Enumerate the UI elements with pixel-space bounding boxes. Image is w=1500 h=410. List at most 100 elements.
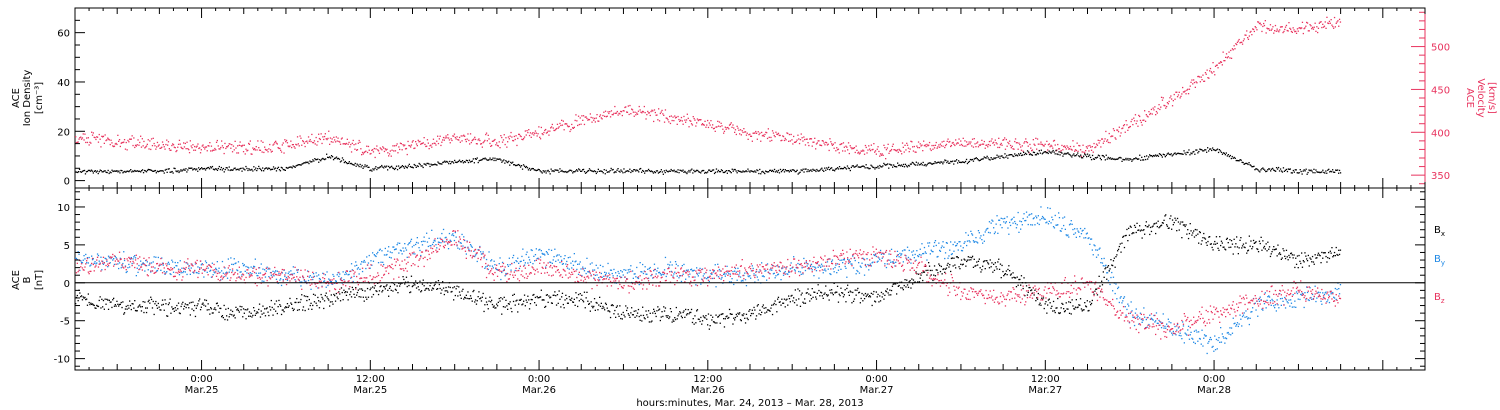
velocity-point xyxy=(1146,115,1148,117)
by-point xyxy=(283,269,285,271)
velocity-point xyxy=(816,142,818,144)
density-point xyxy=(243,168,245,170)
by-point xyxy=(890,261,892,263)
by-point xyxy=(1269,300,1272,302)
by-point xyxy=(390,257,392,259)
by-point xyxy=(889,259,891,261)
density-point xyxy=(375,166,377,168)
velocity-point xyxy=(1273,32,1275,34)
by-point xyxy=(499,257,501,259)
density-point xyxy=(129,170,131,172)
density-point xyxy=(283,169,285,171)
bx-point xyxy=(270,299,272,302)
density-point xyxy=(415,166,417,168)
density-point xyxy=(403,167,406,169)
velocity-point xyxy=(156,141,159,144)
by-point xyxy=(1220,327,1222,329)
velocity-point xyxy=(928,141,931,144)
by-point xyxy=(416,237,418,239)
by-point xyxy=(1208,340,1210,343)
by-point xyxy=(1103,257,1105,260)
by-point xyxy=(517,257,519,259)
density-point xyxy=(802,168,804,170)
density-point xyxy=(1232,157,1234,159)
by-point xyxy=(678,277,680,279)
velocity-point xyxy=(1298,27,1300,29)
by-point xyxy=(879,249,882,252)
by-point xyxy=(799,271,802,273)
density-point xyxy=(991,158,993,160)
by-point xyxy=(885,266,888,269)
by-point xyxy=(1044,218,1046,220)
density-point xyxy=(224,168,226,171)
density-point xyxy=(652,172,655,174)
bx-point xyxy=(281,309,283,311)
by-point xyxy=(1004,222,1007,224)
by-point xyxy=(1226,332,1228,334)
by-point xyxy=(940,247,942,249)
density-point xyxy=(583,171,586,173)
velocity-point xyxy=(119,145,121,148)
velocity-point xyxy=(491,144,493,147)
by-point xyxy=(187,263,189,265)
by-point xyxy=(594,274,596,276)
by-point xyxy=(847,258,849,260)
density-point xyxy=(1152,154,1155,157)
by-point xyxy=(1101,258,1103,260)
by-point xyxy=(330,281,332,283)
by-point xyxy=(169,273,171,275)
velocity-point xyxy=(499,147,501,149)
velocity-point xyxy=(899,149,901,152)
velocity-point xyxy=(236,152,238,154)
density-point xyxy=(236,168,238,171)
by-point xyxy=(857,270,859,273)
velocity-point xyxy=(375,148,377,150)
velocity-point xyxy=(135,145,137,147)
by-point xyxy=(428,237,430,239)
by-point xyxy=(627,269,629,271)
by-point xyxy=(1082,229,1084,231)
density-point xyxy=(386,165,388,167)
by-point xyxy=(1092,254,1094,256)
by-point xyxy=(762,275,764,277)
by-point xyxy=(798,263,801,266)
by-point xyxy=(1268,296,1271,298)
density-point xyxy=(1158,153,1161,155)
density-point xyxy=(857,166,859,168)
density-point xyxy=(1174,152,1176,154)
density-point xyxy=(615,171,617,173)
density-point xyxy=(1079,156,1081,158)
bx-point xyxy=(105,303,107,305)
density-point xyxy=(361,164,363,167)
density-point xyxy=(360,166,362,168)
velocity-point xyxy=(163,146,165,148)
bx-point xyxy=(507,303,510,305)
density-point xyxy=(97,172,99,175)
velocity-point xyxy=(1142,119,1144,121)
density-point xyxy=(1034,154,1037,156)
velocity-point xyxy=(1302,32,1304,35)
by-point xyxy=(944,257,946,260)
bx-point xyxy=(484,304,486,306)
by-point xyxy=(829,273,831,275)
density-point xyxy=(1140,159,1142,161)
velocity-point xyxy=(101,135,103,137)
by-point xyxy=(620,276,623,278)
bx-point xyxy=(205,299,208,302)
by-point xyxy=(609,277,611,279)
velocity-point xyxy=(496,142,498,144)
by-point xyxy=(804,269,807,272)
by-point xyxy=(1060,230,1062,232)
velocity-point xyxy=(798,138,800,140)
velocity-point xyxy=(1288,22,1290,24)
by-point xyxy=(1001,227,1003,229)
density-point xyxy=(1044,151,1046,153)
bx-point xyxy=(633,310,635,312)
density-point xyxy=(568,170,570,172)
by-point xyxy=(262,268,264,270)
velocity-point xyxy=(634,111,636,113)
bx-point xyxy=(245,318,247,320)
by-point xyxy=(1025,219,1027,222)
density-point xyxy=(726,172,728,174)
by-point xyxy=(813,275,815,277)
